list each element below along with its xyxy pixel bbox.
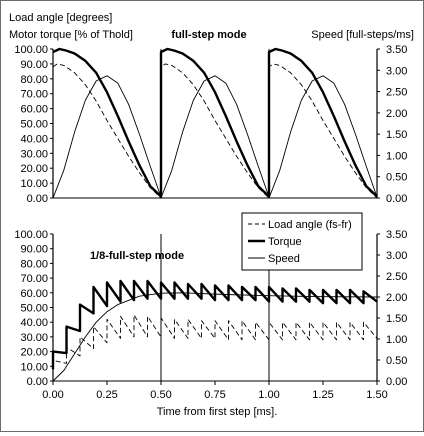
left-axis-label-1: Load angle [degrees] — [9, 12, 112, 24]
top-series-load-angle-fs-fr — [52, 63, 378, 199]
bottom-left-tick-label: 50.00 — [20, 303, 48, 315]
x-axis-label: Time from first step [ms]. — [157, 406, 278, 418]
top-mode-label: full-step mode — [171, 29, 246, 41]
bottom-right-tick-label: 3.00 — [386, 250, 407, 262]
plot-area: 100.00 90.00 80.00 70.00 60.00 50.00 40.00 30.0… — [14, 44, 407, 401]
bottom-left-tick-label: 70.00 — [20, 273, 48, 285]
bottom-left-tick-label: 20.00 — [20, 347, 48, 359]
bottom-right-tick-label: 1.50 — [386, 313, 407, 325]
top-left-tick-label: 0.00 — [27, 193, 48, 205]
bottom-left-tick-label: 100.00 — [14, 229, 48, 241]
bottom-left-tick-label: 90.00 — [20, 244, 48, 256]
top-right-tick-label: 1.50 — [386, 129, 407, 141]
legend-label-torque: Torque — [268, 236, 302, 248]
top-right-tick-label: 2.00 — [386, 108, 407, 120]
x-tick-label: 0.00 — [42, 389, 63, 401]
top-left-tick-label: 90.00 — [20, 59, 48, 71]
bottom-left-tick-label: 30.00 — [20, 332, 48, 344]
x-tick-label: 0.25 — [96, 389, 117, 401]
bottom-left-tick-label: 80.00 — [20, 258, 48, 270]
top-left-tick-label: 20.00 — [20, 163, 48, 175]
bottom-series-speed — [52, 292, 378, 382]
bottom-right-tick-label: 3.50 — [386, 229, 407, 241]
bottom-series-torque — [51, 279, 378, 370]
top-right-tick-label: 2.50 — [386, 87, 407, 99]
left-axis-label-2: Motor torque [% of Thold] — [9, 29, 133, 41]
x-tick-label: 1.00 — [258, 389, 279, 401]
legend-label-speed: Speed — [268, 253, 300, 265]
legend-label-load-angle: Load angle (fs-fr) — [268, 219, 352, 231]
top-left-tick-label: 100.00 — [14, 44, 48, 56]
top-left-tick-label: 10.00 — [20, 178, 48, 190]
top-right-tick-label: 3.50 — [386, 44, 407, 56]
bottom-right-tick-label: 2.00 — [386, 292, 407, 304]
legend: Load angle (fs-fr) Torque Speed — [241, 212, 363, 271]
top-left-tick-label: 40.00 — [20, 133, 48, 145]
top-left-tick-label: 80.00 — [20, 74, 48, 86]
bottom-left-tick-label: 40.00 — [20, 317, 48, 329]
top-right-tick-label: 0.00 — [386, 193, 407, 205]
top-left-tick-label: 70.00 — [20, 89, 48, 101]
top-right-tick-label: 1.00 — [386, 150, 407, 162]
top-right-tick-label: 3.00 — [386, 65, 407, 77]
bottom-right-tick-label: 1.00 — [386, 334, 407, 346]
top-right-tick-label: 0.50 — [386, 172, 407, 184]
top-left-tick-label: 50.00 — [20, 119, 48, 131]
bottom-left-tick-label: 60.00 — [20, 288, 48, 300]
top-series-speed — [52, 75, 378, 199]
right-axis-label: Speed [full-steps/ms] — [311, 29, 414, 41]
legend-box — [241, 212, 363, 271]
x-tick-label: 0.75 — [204, 389, 225, 401]
bottom-mode-label: 1/8-full-step mode — [90, 250, 184, 262]
top-left-tick-label: 60.00 — [20, 104, 48, 116]
top-left-tick-label: 30.00 — [20, 148, 48, 160]
bottom-series-load-angle-fs-fr — [52, 314, 378, 374]
bottom-right-tick-label: 2.50 — [386, 271, 407, 283]
bottom-left-tick-label: 0.00 — [27, 376, 48, 388]
x-tick-label: 1.25 — [312, 389, 333, 401]
top-series-torque — [52, 47, 378, 198]
x-tick-label: 0.50 — [150, 389, 171, 401]
bottom-right-tick-label: 0.50 — [386, 355, 407, 367]
bottom-left-tick-label: 10.00 — [20, 361, 48, 373]
bottom-right-tick-label: 0.00 — [386, 376, 407, 388]
x-tick-label: 1.50 — [366, 389, 387, 401]
